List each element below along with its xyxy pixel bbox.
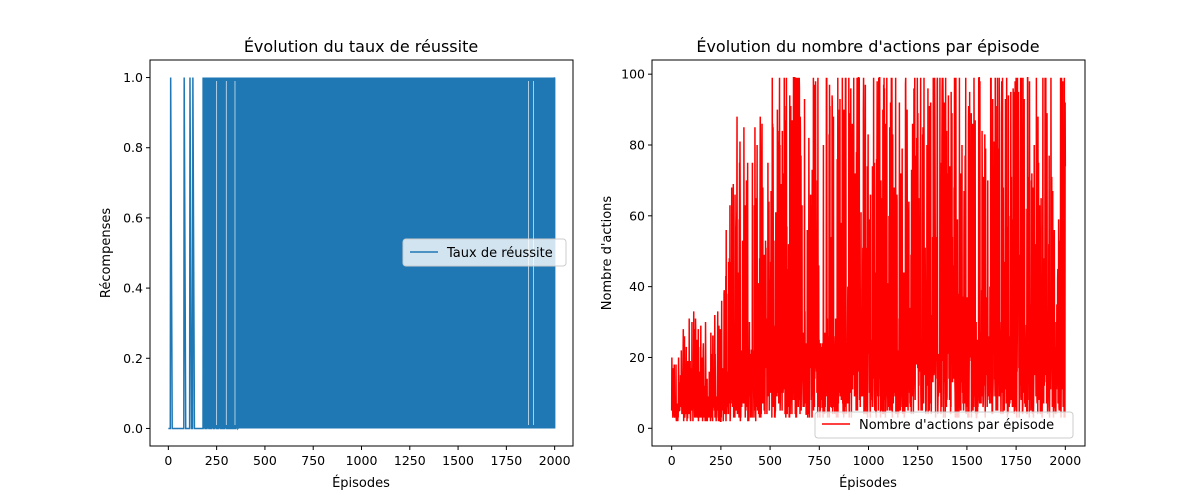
x-tick-label: 1750	[490, 453, 522, 468]
y-axis-label: Récompenses	[99, 208, 114, 298]
x-tick-label: 250	[205, 453, 229, 468]
y-tick-label: 0.4	[123, 281, 143, 296]
x-axis-label: Épisodes	[839, 475, 897, 491]
axes: 0 250 500 750 1000 1250 1500 1750 2000 0 20 40 60 80 1…	[621, 59, 1086, 468]
y-tick-label: 0	[637, 421, 645, 436]
x-tick-label: 750	[807, 453, 831, 468]
x-tick-label: 2000	[1049, 453, 1081, 468]
y-tick-label: 0.2	[123, 351, 143, 366]
x-tick-label: 0	[164, 453, 172, 468]
x-tick-label: 750	[301, 453, 325, 468]
series-line	[670, 76, 1067, 422]
y-tick-label: 60	[629, 208, 645, 223]
x-tick-label: 0	[668, 453, 676, 468]
legend-label: Nombre d'actions par épisode	[859, 418, 1054, 433]
legend-box	[814, 411, 1074, 439]
plot-area	[670, 76, 1067, 422]
y-tick-label: 40	[629, 279, 645, 294]
y-tick-label: 80	[629, 137, 645, 152]
chart-actions-per-episode: Évolution du nombre d'actions par épisod…	[600, 37, 1086, 491]
x-tick-label: 1000	[346, 453, 378, 468]
x-tick-label: 250	[709, 453, 733, 468]
y-tick-label: 100	[621, 67, 645, 82]
legend-label: Taux de réussite	[446, 246, 553, 261]
x-tick-label: 2000	[539, 453, 571, 468]
chart-title: Évolution du taux de réussite	[244, 37, 478, 56]
legend: Taux de réussite	[402, 238, 567, 267]
y-tick-label: 1.0	[123, 70, 143, 85]
x-tick-label: 1250	[902, 453, 934, 468]
y-axis-label: Nombre d'actions	[600, 196, 615, 311]
y-tick-label: 0.6	[123, 210, 143, 225]
y-tick-label: 0.0	[123, 421, 143, 436]
x-tick-label: 1000	[853, 453, 885, 468]
x-axis-label: Épisodes	[332, 475, 390, 491]
x-tick-label: 500	[758, 453, 782, 468]
x-tick-label: 1250	[394, 453, 426, 468]
chart-title: Évolution du nombre d'actions par épisod…	[696, 37, 1039, 56]
legend-box	[402, 238, 567, 267]
y-tick-label: 0.8	[123, 140, 143, 155]
x-tick-label: 1750	[1000, 453, 1032, 468]
x-tick-label: 1500	[951, 453, 983, 468]
legend: Nombre d'actions par épisode	[814, 411, 1074, 439]
chart-success-rate: Évolution du taux de réussite 0 250 500 750…	[99, 37, 574, 491]
x-tick-label: 500	[253, 453, 277, 468]
series-line-dense	[202, 77, 556, 429]
x-tick-label: 1500	[442, 453, 474, 468]
y-tick-label: 20	[629, 350, 645, 365]
axes: 0 250 500 750 1000 1250 1500 1750 2000 0.0 0.2 0.4 0…	[123, 59, 574, 468]
